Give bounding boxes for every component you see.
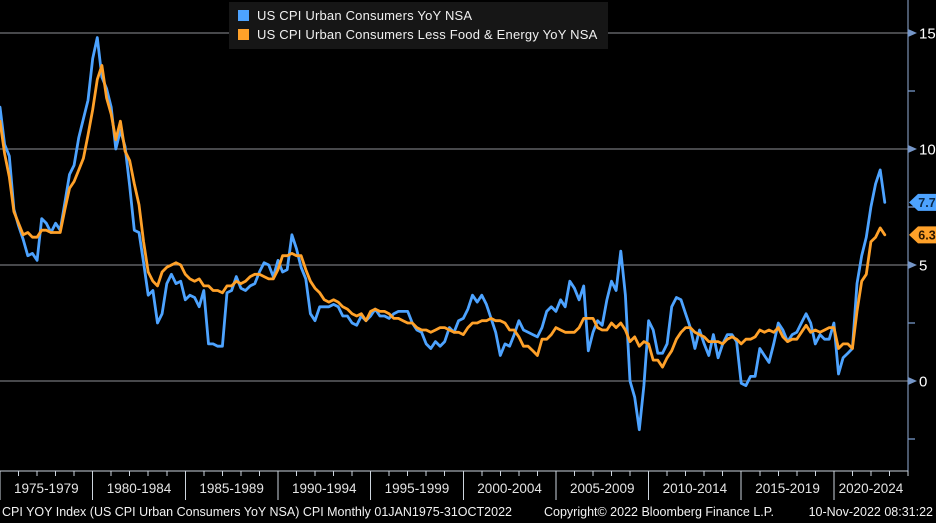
x-axis-label-2000-2004: 2000-2004 xyxy=(477,481,542,496)
x-axis-label-1975-1979: 1975-1979 xyxy=(14,481,79,496)
y-axis-label-10: 10 xyxy=(919,142,936,159)
x-axis-label-2005-2009: 2005-2009 xyxy=(570,481,635,496)
legend-item-core-cpi[interactable]: US CPI Urban Consumers Less Food & Energ… xyxy=(238,25,598,44)
y-tick-arrow-icon xyxy=(908,145,917,153)
x-axis-label-2020-2024: 2020-2024 xyxy=(839,481,904,496)
headline-cpi-legend-label: US CPI Urban Consumers YoY NSA xyxy=(257,8,473,23)
x-axis-label-1990-1994: 1990-1994 xyxy=(292,481,357,496)
headline-cpi-line xyxy=(0,36,887,432)
timestamp-text: 10-Nov-2022 08:31:22 xyxy=(808,505,933,519)
ticker-description-text: CPI YOY Index (US CPI Urban Consumers Yo… xyxy=(2,505,512,519)
core-cpi-line xyxy=(0,64,887,369)
chart-legend: US CPI Urban Consumers YoY NSA US CPI Ur… xyxy=(229,2,608,49)
y-axis-label-0: 0 xyxy=(919,374,927,391)
status-bar: CPI YOY Index (US CPI Urban Consumers Yo… xyxy=(0,502,936,523)
cpi-yoy-chart[interactable]: 15 10 5 0 1975-1979 1980-1984 1985-1989 1990-19… xyxy=(0,0,936,503)
core-cpi-swatch-icon xyxy=(238,29,249,40)
x-axis-label-2010-2014: 2010-2014 xyxy=(663,481,728,496)
y-axis-label-15: 15 xyxy=(919,26,936,43)
x-axis-label-1995-1999: 1995-1999 xyxy=(385,481,450,496)
x-axis-label-1980-1984: 1980-1984 xyxy=(107,481,172,496)
legend-item-headline-cpi[interactable]: US CPI Urban Consumers YoY NSA xyxy=(238,6,598,25)
headline-last-value-tag xyxy=(909,193,936,211)
y-tick-arrow-icon xyxy=(908,261,917,269)
copyright-text: Copyright© 2022 Bloomberg Finance L.P. xyxy=(544,505,774,519)
x-axis-label-1985-1989: 1985-1989 xyxy=(199,481,264,496)
headline-cpi-swatch-icon xyxy=(238,10,249,21)
y-axis-label-5: 5 xyxy=(919,258,927,275)
x-axis-label-2015-2019: 2015-2019 xyxy=(755,481,820,496)
y-tick-arrow-icon xyxy=(908,377,917,385)
core-last-value-tag xyxy=(909,226,936,244)
headline-last-value-text: 7.7 xyxy=(918,196,935,210)
core-cpi-legend-label: US CPI Urban Consumers Less Food & Energ… xyxy=(257,27,598,42)
y-tick-arrow-icon xyxy=(908,29,917,37)
core-last-value-text: 6.3 xyxy=(918,228,935,242)
